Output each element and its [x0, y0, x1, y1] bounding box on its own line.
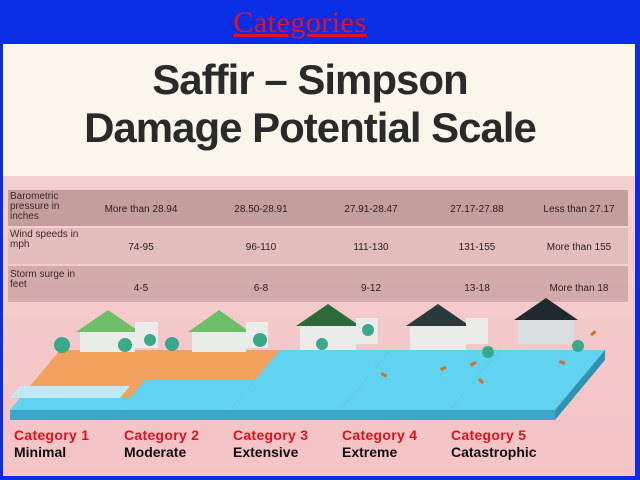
category-2-damage: Moderate [124, 444, 187, 460]
surge-cat5: More than 18 [549, 283, 609, 294]
category-5-damage: Catastrophic [451, 444, 537, 460]
wind-cat3: 111-130 [353, 242, 389, 253]
pressure-row-band [8, 190, 628, 226]
category-4-label: Category 4 [342, 427, 418, 443]
pressure-cat3: 27.91-28.47 [344, 204, 398, 215]
category-4-damage: Extreme [342, 444, 398, 460]
heading-line-1: Saffir – Simpson [152, 56, 468, 103]
category-1-damage: Minimal [14, 444, 67, 460]
surge-row-label: Storm surge in feet [10, 269, 76, 290]
category-1-label: Category 1 [14, 427, 90, 443]
wind-row-band [8, 228, 628, 264]
pressure-cat1: More than 28.94 [104, 204, 178, 215]
palm-trees [54, 324, 584, 358]
pressure-row-label: Barometric pressure in inches [10, 191, 60, 222]
wind-cat1: 74-95 [128, 242, 154, 253]
surge-cat1: 4-5 [133, 283, 149, 294]
wind-row-label: Wind speeds in mph [10, 229, 79, 250]
pressure-cat2: 28.50-28.91 [234, 204, 288, 215]
block-category-2 [120, 310, 280, 420]
category-2-label: Category 2 [124, 427, 200, 443]
heading-line-2: Damage Potential Scale [84, 104, 537, 151]
wind-cat2: 96-110 [245, 242, 277, 253]
wind-cat5: More than 155 [546, 242, 612, 253]
pressure-cat4: 27.17-27.88 [450, 204, 504, 215]
slide-title: Categories [233, 6, 367, 39]
surge-cat2: 6-8 [253, 283, 269, 294]
surge-cat3: 9-12 [360, 283, 381, 294]
block-category-5 [450, 298, 605, 420]
category-5-label: Category 5 [451, 427, 527, 443]
debris [380, 330, 597, 385]
surge-row-band [8, 266, 628, 302]
wind-cat4: 131-155 [458, 242, 496, 253]
category-3-damage: Extensive [233, 444, 299, 460]
pressure-cat5: Less than 27.17 [543, 204, 615, 215]
category-3-label: Category 3 [233, 427, 309, 443]
surge-cat4: 13-18 [464, 283, 490, 294]
